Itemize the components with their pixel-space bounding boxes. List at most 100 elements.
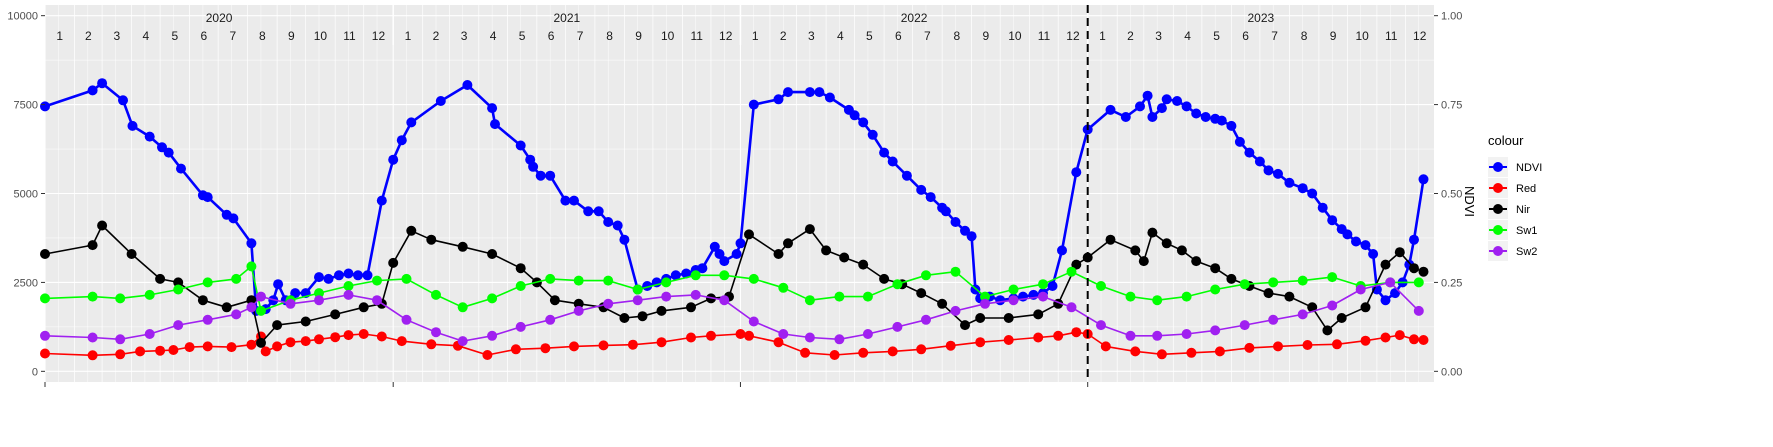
month-label: 4 (1184, 29, 1191, 43)
data-point (1105, 234, 1116, 245)
data-point (887, 346, 898, 357)
data-point (1226, 273, 1237, 284)
month-label: 11 (690, 29, 703, 43)
data-point (1273, 168, 1283, 179)
data-point (358, 329, 369, 339)
data-point (1394, 330, 1405, 341)
legend-title: colour (1488, 133, 1524, 148)
data-point (358, 302, 369, 313)
month-label: 1 (405, 29, 412, 43)
month-label: 3 (461, 29, 468, 43)
data-point (814, 87, 825, 98)
data-point (256, 291, 266, 302)
data-point (176, 163, 186, 174)
data-point (1380, 332, 1391, 343)
data-point (406, 117, 417, 128)
legend-item-sw2: Sw2 (1488, 241, 1537, 261)
data-point (937, 298, 948, 309)
data-point (593, 206, 604, 217)
data-point (549, 295, 560, 306)
data-point (1053, 330, 1064, 341)
data-point (921, 270, 931, 281)
series-red (40, 327, 1429, 361)
data-point (482, 350, 493, 360)
data-point (515, 140, 526, 151)
data-point (1038, 279, 1048, 290)
data-point (372, 275, 382, 286)
data-point (231, 309, 242, 320)
data-point (1210, 325, 1221, 336)
left-tick-label: 2500 (14, 277, 38, 289)
month-label: 9 (288, 29, 295, 43)
data-point (670, 270, 681, 281)
data-point (528, 161, 539, 172)
data-point (1066, 266, 1077, 277)
data-point (778, 282, 789, 293)
data-point (804, 224, 815, 235)
data-point (583, 206, 594, 217)
data-point (1317, 202, 1328, 213)
data-point (1342, 229, 1353, 240)
month-label: 12 (1413, 29, 1427, 43)
data-point (1307, 302, 1318, 313)
data-point (1008, 284, 1019, 295)
data-point (867, 129, 878, 140)
month-label: 9 (1330, 29, 1337, 43)
data-point (144, 289, 155, 300)
right-tick-label: 0.75 (1441, 100, 1462, 112)
series-sw2 (40, 277, 1424, 347)
data-point (272, 341, 283, 352)
data-point (246, 261, 257, 272)
data-point (1033, 309, 1044, 320)
data-point (1096, 281, 1106, 291)
data-point (1239, 320, 1250, 331)
data-point (163, 147, 174, 158)
data-point (925, 192, 936, 203)
data-point (887, 156, 898, 167)
data-point (272, 320, 283, 331)
data-point (773, 249, 784, 259)
data-point (1216, 115, 1227, 126)
data-point (173, 277, 184, 288)
data-point (603, 298, 614, 309)
data-point (334, 270, 344, 281)
data-point (1125, 291, 1136, 302)
data-point (40, 101, 50, 112)
data-point (839, 252, 850, 263)
data-point (388, 257, 399, 268)
data-point (1130, 346, 1141, 357)
data-point (343, 289, 354, 300)
data-point (834, 291, 845, 302)
data-point (706, 330, 716, 341)
data-point (314, 272, 324, 283)
data-point (632, 284, 643, 295)
data-point (950, 305, 961, 316)
data-point (1066, 302, 1077, 313)
data-point (1284, 177, 1295, 188)
month-label: 10 (314, 29, 328, 43)
data-point (1368, 249, 1379, 259)
month-label: 9 (983, 29, 990, 43)
month-label: 8 (606, 29, 613, 43)
data-point (372, 295, 382, 306)
data-point (323, 273, 334, 284)
data-point (202, 192, 213, 203)
data-point (246, 238, 257, 249)
data-point (1125, 330, 1136, 341)
left-tick-label: 5000 (14, 189, 38, 201)
data-point (1057, 245, 1067, 256)
data-point (487, 249, 498, 259)
data-point (862, 329, 873, 339)
data-point (1181, 291, 1192, 302)
month-label: 11 (1385, 29, 1398, 43)
data-point (246, 339, 257, 350)
month-label: 3 (808, 29, 815, 43)
data-point (656, 337, 667, 348)
data-point (40, 249, 50, 259)
data-point (487, 330, 498, 341)
data-point (226, 342, 237, 353)
data-point (1234, 136, 1245, 147)
month-label: 11 (1038, 29, 1051, 43)
data-point (1254, 156, 1265, 167)
data-point (1263, 165, 1274, 176)
